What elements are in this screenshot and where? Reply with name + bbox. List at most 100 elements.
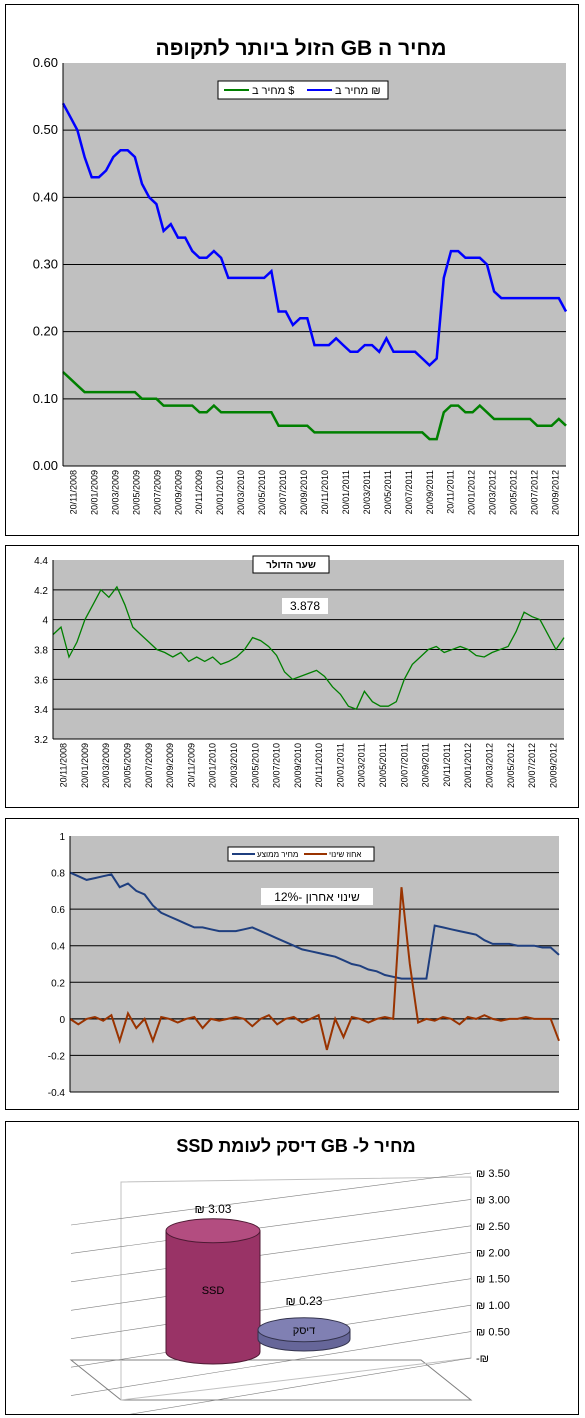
- x-tick-label: 20/01/2011: [341, 470, 351, 514]
- y-tick-label: 0.4: [51, 942, 65, 953]
- back-wall: [120, 1176, 472, 1401]
- y-tick-label: ₪ 1.00: [476, 1300, 510, 1312]
- x-tick-label: 20/09/2009: [173, 470, 183, 515]
- chart-title: שער הדולר: [266, 559, 316, 571]
- gridline: [70, 1225, 472, 1283]
- series-line-0: [61, 102, 568, 368]
- y-tick-label: 0.40: [33, 189, 58, 204]
- legend-label-usd: מחיר ב $: [252, 85, 294, 97]
- y-tick-label: ₪ 2.00: [476, 1247, 510, 1259]
- legend-label-avg: מחיר ממוצע: [257, 850, 298, 859]
- y-tick-label: ₪ 0.50: [476, 1327, 510, 1339]
- floor-plane: [69, 1359, 473, 1401]
- annotation-box: [282, 598, 328, 614]
- x-tick-label: 20/03/2011: [362, 470, 372, 514]
- x-tick-label: 20/03/2011: [357, 743, 367, 787]
- y-tick-label: 3.2: [34, 735, 48, 746]
- annotation-last-change: שינוי אחרון -12%: [274, 890, 360, 904]
- x-tick-label: 20/01/2012: [463, 743, 473, 788]
- x-tick-label: 20/11/2010: [314, 743, 324, 787]
- y-tick-label: 3.4: [34, 705, 48, 716]
- bar-value-disk: ₪ 0.23: [286, 1294, 323, 1308]
- x-tick-label: 20/03/2010: [229, 743, 239, 788]
- title-box: [252, 555, 330, 574]
- y-tick-label: 4.4: [34, 556, 48, 567]
- y-tick-label: 3.8: [34, 646, 48, 657]
- y-tick-label: -0.2: [48, 1051, 66, 1062]
- x-tick-label: 20/03/2012: [488, 470, 498, 515]
- x-tick-label: 20/01/2011: [335, 743, 345, 787]
- x-tick-label: 20/07/2009: [144, 743, 154, 788]
- y-tick-label: ₪ 3.50: [476, 1168, 510, 1180]
- x-tick-label: 20/05/2012: [509, 470, 519, 515]
- price-per-gb-chart: 0.00 0.10 0.20 0.30 0.40 0.50 0.60 20/11/2008 2…: [33, 37, 568, 515]
- bar-ssd-top: [165, 1218, 261, 1244]
- x-tick-label: 20/03/2009: [110, 470, 120, 515]
- annotation-value: 3.878: [290, 599, 320, 613]
- legend: [217, 80, 389, 100]
- chart-panel-price-per-gb: 0.00 0.10 0.20 0.30 0.40 0.50 0.60 20/11/2008 2…: [5, 4, 579, 536]
- series-line-0: [52, 585, 565, 711]
- series-line-1: [69, 887, 560, 1051]
- chart-title: מחיר ל- GB דיסק לעומת SSD: [176, 1136, 415, 1156]
- chart-panel-ssd-vs-disk: מחיר ל- GB דיסק לעומת SSD -₪ ₪ 0.50 ₪ 1.00…: [5, 1121, 579, 1415]
- gridline: [70, 1251, 472, 1311]
- x-tick-label: 20/07/2012: [530, 470, 540, 515]
- y-tick-label: 1: [59, 832, 65, 843]
- x-tick-label: 20/09/2010: [299, 470, 309, 515]
- x-tick-label: 20/07/2012: [527, 743, 537, 788]
- bar-label-ssd: SSD: [202, 1285, 225, 1297]
- x-tick-label: 20/11/2011: [446, 470, 456, 514]
- y-tick-label: 0: [59, 1015, 65, 1026]
- bar-ssd: [165, 1230, 261, 1365]
- chart-panel-avg-price-change: -0.4 -0.2 0 0.2 0.4 0.6 0.8 1 מחיר ממוצע אחוז ש…: [5, 818, 579, 1110]
- y-tick-label: 0.6: [51, 905, 65, 916]
- y-tick-label: ₪ 1.50: [476, 1274, 510, 1286]
- x-tick-label: 20/01/2009: [89, 470, 99, 515]
- y-tick-label: 0.50: [33, 122, 58, 137]
- y-tick-label: -₪: [476, 1353, 489, 1365]
- x-tick-label: 20/05/2011: [383, 470, 393, 514]
- x-tick-label: 20/09/2012: [548, 743, 558, 788]
- plot-area: [70, 836, 559, 1092]
- gridline: [70, 1331, 472, 1396]
- legend-label-ils: מחיר ב ₪: [335, 85, 381, 97]
- legend: [227, 846, 375, 862]
- x-tick-label: 20/11/2008: [59, 743, 69, 787]
- x-tick-label: 20/01/2010: [208, 743, 218, 788]
- y-tick-label: -0.4: [48, 1088, 66, 1099]
- y-tick-label: 0.10: [33, 391, 58, 406]
- x-tick-label: 20/01/2012: [467, 470, 477, 515]
- x-tick-label: 20/05/2011: [378, 743, 388, 787]
- y-tick-label: 4: [42, 616, 48, 627]
- x-tick-label: 20/03/2010: [236, 470, 246, 515]
- x-tick-label: 20/07/2011: [404, 470, 414, 514]
- chart-panel-dollar-rate: 3.2 3.4 3.6 3.8 4 4.2 4.4 20/11/2008 20/01/2009…: [5, 545, 579, 808]
- x-tick-label: 20/01/2010: [215, 470, 225, 515]
- avg-price-change-chart: -0.4 -0.2 0 0.2 0.4 0.6 0.8 1 מחיר ממוצע אחוז ש…: [48, 832, 560, 1099]
- y-tick-label: 0.8: [51, 869, 65, 880]
- 3d-walls: [69, 1172, 473, 1414]
- x-tick-label: 20/09/2010: [293, 743, 303, 788]
- chart-title: מחיר ה GB הזול ביותר לתקופה: [156, 37, 447, 60]
- legend-label-change: אחוז שינוי: [329, 850, 361, 859]
- x-tick-label: 20/11/2011: [442, 743, 452, 787]
- y-tick-label: 4.2: [34, 586, 48, 597]
- y-tick-label: ₪ 3.00: [476, 1194, 510, 1206]
- x-tick-label: 20/05/2010: [257, 470, 267, 515]
- bar-disk-top: [257, 1317, 351, 1343]
- x-tick-label: 20/09/2011: [425, 470, 435, 514]
- x-tick-label: 20/11/2009: [186, 743, 196, 787]
- x-tick-label: 20/07/2010: [278, 470, 288, 515]
- y-tick-label: 0.2: [51, 978, 65, 989]
- y-tick-label: 0.00: [33, 458, 58, 473]
- x-tick-label: 20/05/2012: [506, 743, 516, 788]
- x-tick-label: 20/11/2010: [320, 470, 330, 514]
- series-line-1: [62, 371, 567, 441]
- x-tick-label: 20/05/2009: [123, 743, 133, 788]
- x-tick-label: 20/09/2009: [165, 743, 175, 788]
- gridline: [70, 1278, 472, 1340]
- x-tick-label: 20/09/2012: [551, 470, 561, 515]
- x-tick-label: 20/05/2010: [250, 743, 260, 788]
- gridline: [70, 1199, 472, 1254]
